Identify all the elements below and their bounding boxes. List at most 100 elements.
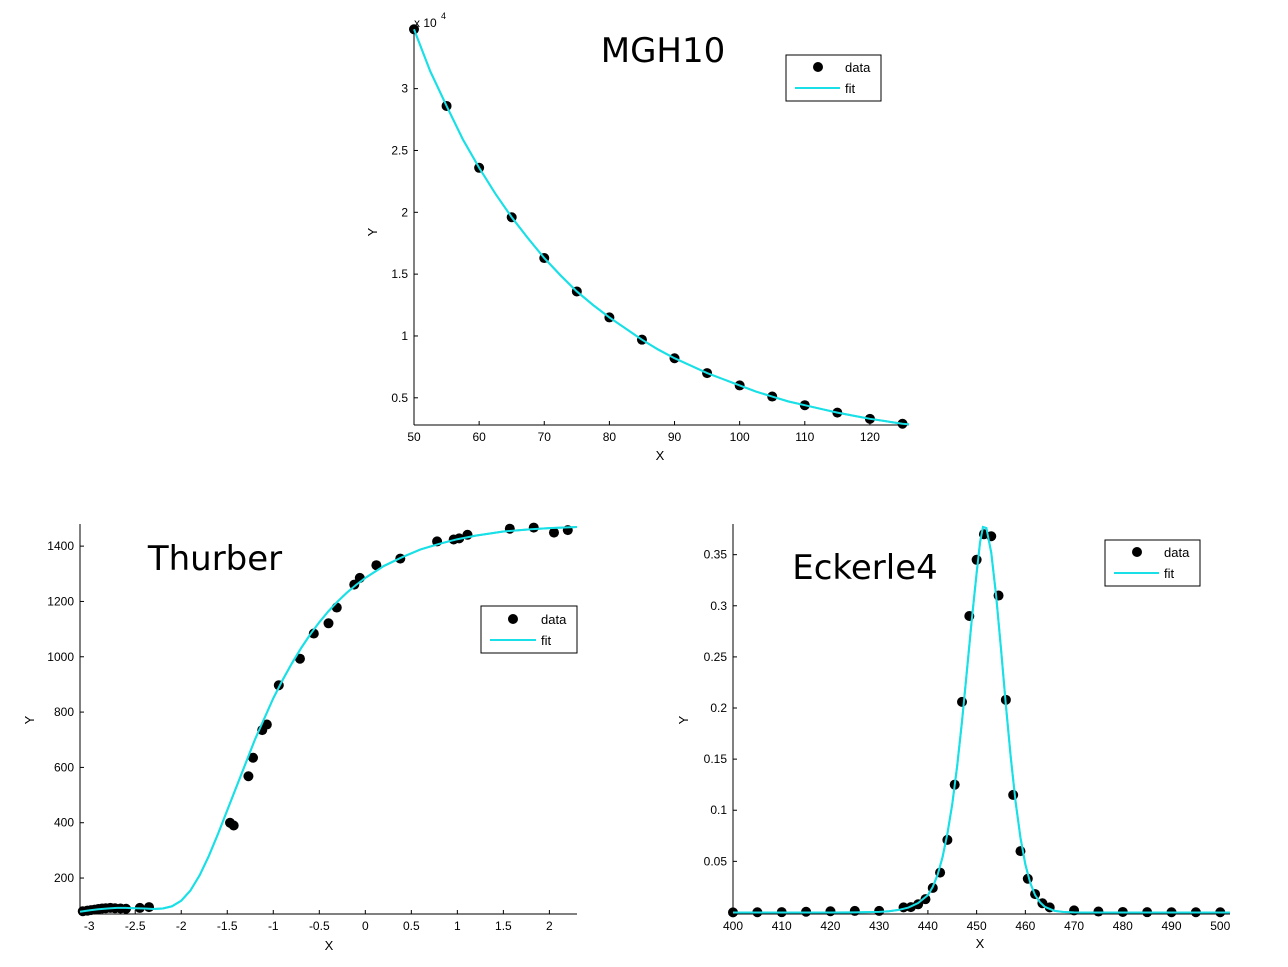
- mgh10-y-exponent-label: x 10: [414, 16, 437, 30]
- thurber-y-tick-label: 800: [54, 705, 74, 719]
- mgh10-plot-area: 50 60 70 80 90 100 110 120 0.5 1 1.5 2 2.5 3: [391, 24, 910, 444]
- mgh10-x-tick-label: 110: [795, 430, 814, 444]
- thurber-legend-data-marker: [508, 614, 518, 624]
- eckerle4-x-tick-label: 480: [1113, 919, 1133, 933]
- thurber-data-point: [548, 527, 559, 538]
- thurber-data-point: [243, 771, 254, 782]
- thurber-data-point: [294, 653, 305, 664]
- thurber-y-tick-label: 1200: [47, 594, 74, 608]
- thurber-legend-box: [480, 605, 578, 654]
- eckerle4-x-tick-label: 470: [1064, 919, 1084, 933]
- eckerle4-legend: data fit: [1104, 539, 1201, 587]
- eckerle4-legend-fit-label: fit: [1164, 566, 1175, 581]
- eckerle4-y-tick-label: 0.3: [710, 599, 727, 613]
- thurber-y-tick-label: 1000: [47, 650, 74, 664]
- thurber-x-tick-label: -3: [84, 919, 95, 933]
- thurber-legend-fit-label: fit: [541, 633, 552, 648]
- eckerle4-x-axis-label: X: [976, 936, 985, 951]
- eckerle4-x-tick-label: 420: [820, 919, 840, 933]
- mgh10-x-tick-label: 70: [538, 430, 552, 444]
- eckerle4-y-tick-label: 0.35: [704, 548, 728, 562]
- mgh10-x-tick-label: 60: [472, 430, 486, 444]
- thurber-legend-data-label: data: [541, 612, 567, 627]
- thurber-x-tick-label: -1.5: [217, 919, 238, 933]
- thurber-title: Thurber: [147, 539, 282, 579]
- thurber-x-tick-label: -1: [268, 919, 279, 933]
- thurber-plot-area: -3 -2.5 -2 -1.5 -1 -0.5 0 0.5 1 1.5 2 200 400 600 800 1…: [47, 522, 578, 933]
- thurber-data-point: [528, 522, 539, 533]
- eckerle4-x-tick-label: 460: [1015, 919, 1035, 933]
- thurber-y-tick-label: 600: [54, 760, 74, 774]
- mgh10-y-tick-label: 2: [401, 205, 408, 219]
- thurber-y-tick-label: 400: [54, 816, 74, 830]
- thurber-data-point: [349, 579, 360, 590]
- mgh10-x-axis-label: X: [656, 448, 665, 463]
- thurber-x-tick-label: 1: [454, 919, 461, 933]
- eckerle4-title: Eckerle4: [792, 548, 938, 588]
- mgh10-y-tick-label: 0.5: [391, 391, 408, 405]
- thurber-legend: data fit: [480, 605, 578, 654]
- thurber-data-point: [323, 618, 334, 629]
- thurber-y-axis-label: Y: [22, 715, 37, 724]
- eckerle4-data-point: [1008, 789, 1019, 800]
- thurber-x-tick-label: 0: [362, 919, 369, 933]
- thurber-x-tick-label: -2: [176, 919, 187, 933]
- eckerle4-x-tick-label: 430: [869, 919, 889, 933]
- mgh10-y-axis-label: Y: [365, 227, 380, 236]
- eckerle4-data-point: [971, 554, 982, 565]
- eckerle4-x-tick-label: 500: [1210, 919, 1230, 933]
- eckerle4-legend-data-marker: [1132, 547, 1142, 557]
- eckerle4-y-tick-label: 0.25: [704, 650, 728, 664]
- mgh10-panel: 50 60 70 80 90 100 110 1200.511.522.53 MGH10 X …: [365, 11, 910, 463]
- mgh10-x-tick-label: 100: [730, 430, 750, 444]
- mgh10-y-tick-label: 1.5: [391, 267, 408, 281]
- thurber-data-point: [248, 752, 259, 763]
- eckerle4-x-tick-label: 450: [967, 919, 987, 933]
- thurber-panel: -3 -2.5 -2 -1.5 -1 -0.5 0 0.5 1 1.5 2 200 400 600 800 1…: [22, 522, 578, 953]
- mgh10-x-tick-label: 80: [603, 430, 617, 444]
- mgh10-x-tick-label: 120: [860, 430, 880, 444]
- mgh10-x-tick-label: 50: [407, 430, 421, 444]
- mgh10-legend-data-marker: [813, 62, 823, 72]
- mgh10-legend: data fit: [785, 54, 882, 102]
- thurber-data-point: [308, 628, 319, 639]
- mgh10-legend-fit-label: fit: [845, 81, 856, 96]
- mgh10-y-tick-label: 1: [401, 329, 408, 343]
- thurber-x-tick-label: 1.5: [495, 919, 512, 933]
- eckerle4-y-tick-label: 0.15: [704, 752, 728, 766]
- eckerle4-fit-line-overlay: [733, 525, 1230, 914]
- thurber-data-point: [261, 719, 272, 730]
- thurber-data-point: [144, 902, 155, 913]
- eckerle4-y-tick-label: 0.05: [704, 854, 728, 868]
- thurber-x-tick-label: 2: [546, 919, 553, 933]
- eckerle4-plot-area: 400 410 420 430 440 450 460 470 480 490 500 0.05 0.1…: [704, 524, 1231, 933]
- thurber-x-tick-label: 0.5: [403, 919, 420, 933]
- eckerle4-data-point: [849, 905, 860, 916]
- eckerle4-data-point: [825, 906, 836, 917]
- eckerle4-legend-data-label: data: [1164, 545, 1190, 560]
- thurber-y-tick-label: 200: [54, 871, 74, 885]
- mgh10-legend-data-label: data: [845, 60, 871, 75]
- thurber-x-tick-label: -2.5: [125, 919, 146, 933]
- mgh10-y-tick-label: 3: [401, 82, 408, 96]
- eckerle4-y-tick-label: 0.2: [710, 701, 727, 715]
- eckerle4-y-tick-label: 0.1: [710, 803, 727, 817]
- thurber-x-axis-label: X: [325, 938, 334, 953]
- thurber-x-tick-label: -0.5: [309, 919, 330, 933]
- eckerle4-x-tick-label: 410: [772, 919, 792, 933]
- mgh10-legend-box: [785, 54, 882, 102]
- eckerle4-data-point: [1069, 905, 1080, 916]
- eckerle4-x-tick-label: 440: [918, 919, 938, 933]
- eckerle4-legend-box: [1104, 539, 1201, 587]
- mgh10-x-tick-label: 90: [668, 430, 682, 444]
- thurber-y-tick-label: 1400: [47, 539, 74, 553]
- eckerle4-y-axis-label: Y: [676, 715, 691, 724]
- eckerle4-panel: 400 410 420 430 440 450 460 470 480 490 500 0.05 0.1…: [676, 524, 1231, 951]
- mgh10-title: MGH10: [601, 31, 726, 71]
- thurber-data-point: [228, 820, 239, 831]
- mgh10-y-exponent-power: 4: [441, 11, 446, 21]
- eckerle4-data-point: [957, 696, 968, 707]
- mgh10-y-tick-label: 2.5: [391, 143, 408, 157]
- eckerle4-data-point: [920, 894, 931, 905]
